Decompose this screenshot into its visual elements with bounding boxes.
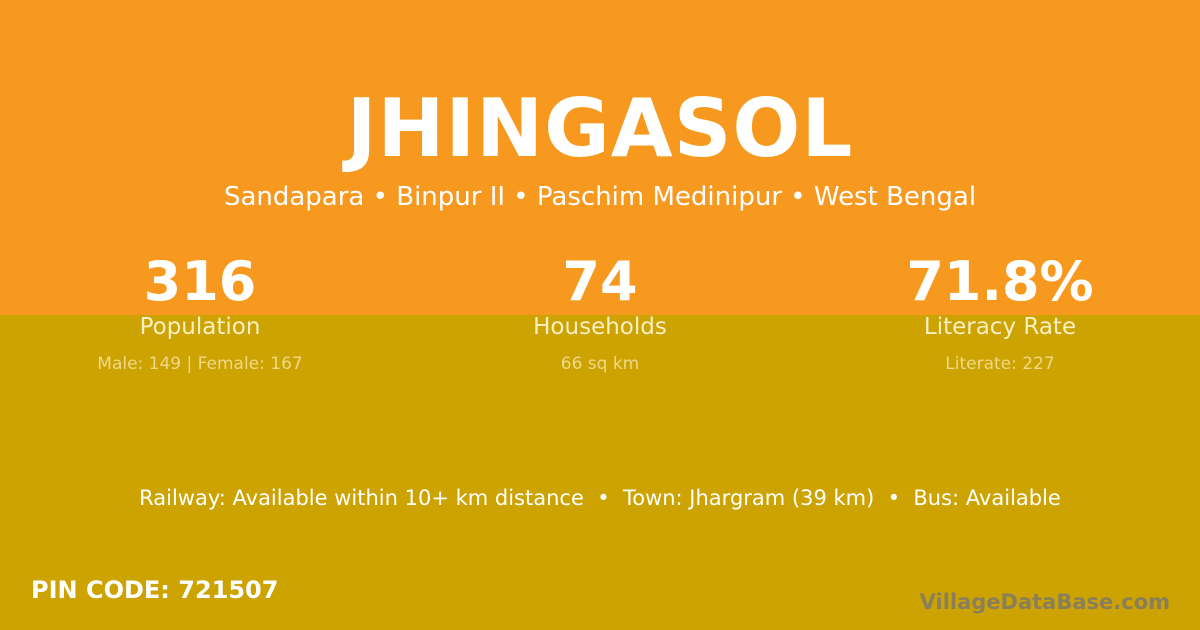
village-name: JHINGASOL [346,82,854,175]
literacy-label: Literacy Rate [923,314,1077,340]
literacy-detail: Literate: 227 [945,354,1055,374]
pin-code: PIN CODE: 721507 [31,576,279,604]
households-value: 74 [562,250,638,313]
households-label: Households [533,314,667,340]
header-band [0,0,1200,315]
location-breadcrumb: Sandapara • Binpur II • Paschim Medinipu… [223,182,977,212]
brand-watermark: VillageDataBase.com [919,590,1170,614]
population-detail: Male: 149 | Female: 167 [97,354,303,374]
population-label: Population [139,314,261,340]
connectivity-info: Railway: Available within 10+ km distanc… [139,486,1061,510]
population-value: 316 [143,250,257,313]
literacy-value: 71.8% [906,250,1094,313]
households-detail: 66 sq km [560,354,640,374]
